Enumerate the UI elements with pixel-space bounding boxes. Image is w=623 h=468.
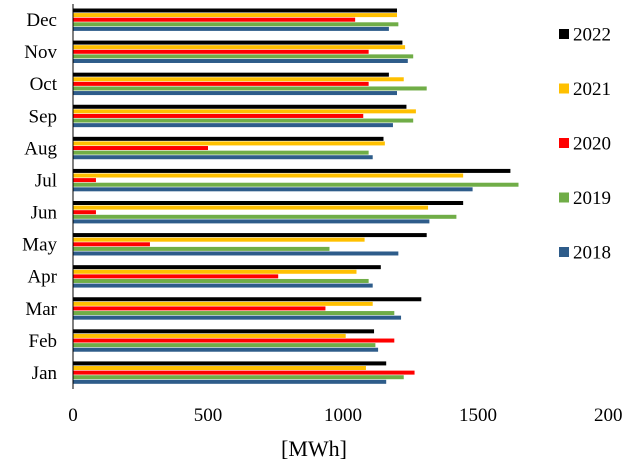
bar-sep-2018	[73, 123, 393, 128]
bars-group	[73, 8, 519, 384]
bar-oct-2019	[73, 86, 427, 91]
category-label-oct: Oct	[30, 74, 58, 95]
bar-feb-2019	[73, 343, 376, 348]
category-label-aug: Aug	[24, 138, 57, 159]
legend-label-2021: 2021	[573, 79, 611, 100]
bar-nov-2021	[73, 45, 406, 50]
bar-apr-2019	[73, 278, 369, 283]
bar-jun-2019	[73, 214, 457, 219]
bar-feb-2018	[73, 347, 379, 352]
bar-may-2020	[73, 242, 150, 247]
bar-may-2018	[73, 251, 399, 256]
legend-label-2022: 2022	[573, 25, 611, 46]
bar-dec-2019	[73, 22, 399, 27]
legend-label-2019: 2019	[573, 188, 611, 209]
bar-jun-2021	[73, 205, 429, 210]
bar-dec-2021	[73, 13, 397, 18]
category-labels: Jan Feb Mar Apr May Jun Jul Aug Sep Oct Nov Dec	[22, 10, 58, 384]
bar-apr-2020	[73, 274, 279, 279]
bar-nov-2022	[73, 40, 403, 45]
bar-aug-2020	[73, 146, 208, 151]
legend-swatch-2019	[559, 192, 569, 203]
bar-jul-2021	[73, 173, 464, 178]
bar-mar-2022	[73, 297, 422, 302]
bar-aug-2019	[73, 150, 369, 155]
bar-dec-2018	[73, 26, 389, 31]
legend-label-2020: 2020	[573, 134, 611, 155]
x-tick-1500: 1500	[459, 405, 497, 426]
bar-mar-2019	[73, 311, 395, 316]
bar-jul-2020	[73, 178, 96, 183]
bar-sep-2019	[73, 118, 414, 123]
bar-jun-2022	[73, 201, 464, 205]
bar-nov-2018	[73, 58, 408, 63]
bar-sep-2022	[73, 104, 407, 109]
x-tick-1000: 1000	[324, 405, 362, 426]
bar-apr-2022	[73, 265, 381, 270]
bar-sep-2020	[73, 113, 364, 118]
category-label-jan: Jan	[32, 363, 58, 384]
bar-may-2019	[73, 246, 330, 251]
category-label-mar: Mar	[25, 299, 57, 320]
bar-nov-2019	[73, 54, 414, 59]
category-label-jun: Jun	[31, 203, 58, 224]
bar-nov-2020	[73, 49, 369, 54]
bar-aug-2018	[73, 155, 373, 160]
legend-label-2018: 2018	[573, 243, 611, 264]
bar-sep-2021	[73, 109, 416, 114]
bar-may-2021	[73, 237, 365, 242]
legend-swatch-2018	[559, 247, 569, 257]
bar-feb-2022	[73, 329, 375, 334]
bar-jul-2018	[73, 187, 473, 192]
bar-mar-2021	[73, 301, 373, 306]
bar-oct-2020	[73, 81, 369, 86]
bar-oct-2021	[73, 77, 404, 82]
bar-aug-2021	[73, 141, 385, 146]
x-axis-label: [MWh]	[281, 436, 347, 461]
bar-jun-2018	[73, 219, 430, 224]
x-tick-2000: 2000	[594, 405, 623, 426]
bar-jul-2019	[73, 182, 519, 187]
x-tick-0: 0	[68, 405, 78, 426]
legend-swatch-2020	[559, 138, 569, 148]
x-tick-labels: 0 500 1000 1500 2000	[68, 405, 623, 426]
category-label-apr: Apr	[27, 267, 57, 288]
category-label-sep: Sep	[29, 106, 58, 127]
bar-aug-2022	[73, 136, 384, 141]
bar-jan-2020	[73, 370, 415, 375]
legend-swatch-2021	[559, 83, 569, 94]
bar-feb-2021	[73, 333, 346, 338]
bar-mar-2020	[73, 306, 326, 311]
bar-dec-2022	[73, 8, 397, 13]
bar-jun-2020	[73, 210, 96, 215]
bar-apr-2018	[73, 283, 373, 288]
bar-may-2022	[73, 233, 427, 238]
legend-swatch-2022	[559, 29, 569, 39]
category-label-feb: Feb	[29, 331, 58, 352]
bar-mar-2018	[73, 315, 402, 320]
legend: 2022 2021 2020 2019 2018	[559, 25, 611, 264]
category-label-jul: Jul	[35, 170, 57, 191]
bar-dec-2020	[73, 17, 356, 22]
bar-jul-2022	[73, 168, 511, 173]
category-label-may: May	[22, 235, 57, 256]
bar-jan-2022	[73, 361, 387, 366]
category-label-nov: Nov	[24, 42, 57, 63]
bar-jan-2018	[73, 379, 387, 384]
category-label-dec: Dec	[26, 10, 57, 31]
x-tick-500: 500	[194, 405, 223, 426]
bar-feb-2020	[73, 338, 395, 343]
bar-oct-2018	[73, 91, 397, 96]
bar-jan-2021	[73, 366, 366, 371]
bar-jan-2019	[73, 375, 404, 380]
bar-oct-2022	[73, 72, 389, 77]
bar-apr-2021	[73, 269, 357, 274]
